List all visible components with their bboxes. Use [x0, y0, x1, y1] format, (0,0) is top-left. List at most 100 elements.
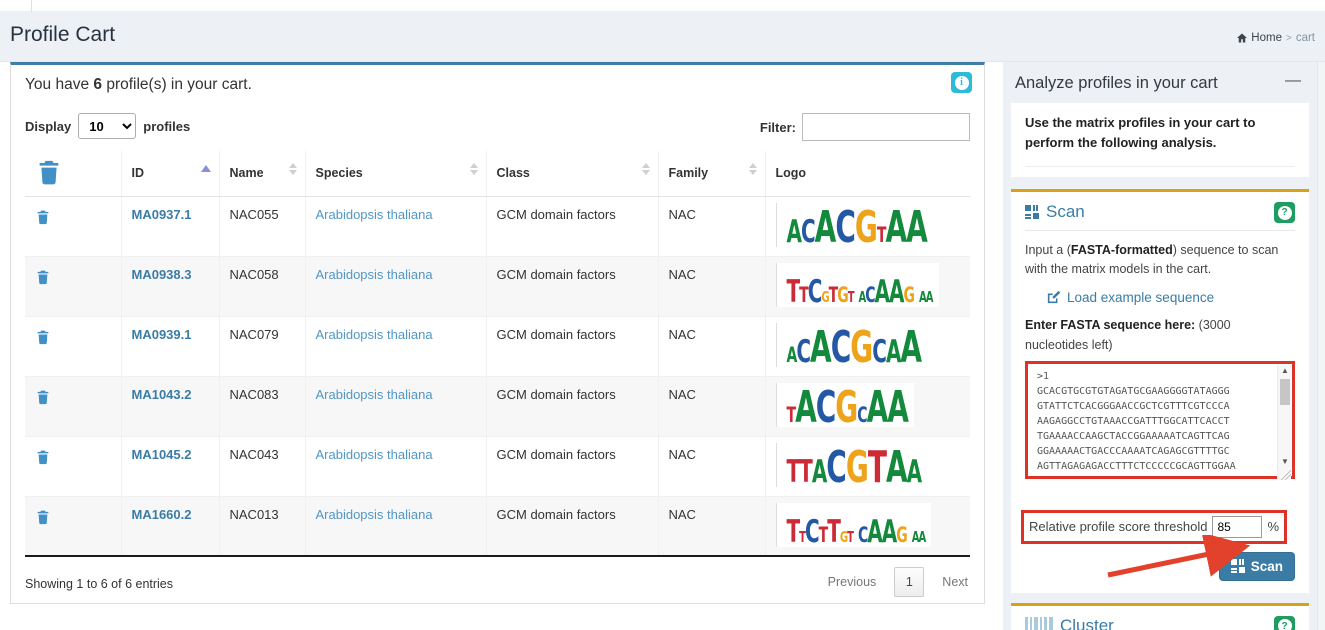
- logo-letter: A: [887, 381, 909, 433]
- sort-icon: [288, 163, 297, 175]
- species-link[interactable]: Arabidopsis thaliana: [315, 386, 433, 402]
- logo-letter: A: [925, 289, 934, 307]
- name-cell: NAC058: [219, 256, 306, 317]
- scroll-thumb[interactable]: [1280, 378, 1290, 405]
- profile-id-link[interactable]: MA1045.2: [131, 446, 192, 462]
- next-page-button[interactable]: Next: [942, 575, 968, 589]
- logo-letter: C: [804, 512, 820, 550]
- filter-input[interactable]: [802, 113, 970, 141]
- header-id[interactable]: ID: [121, 151, 220, 197]
- cluster-help-button[interactable]: ?: [1274, 615, 1295, 630]
- scan-button-grid-icon: [1230, 559, 1245, 574]
- logo-letter: G: [839, 529, 848, 547]
- family-cell: NAC: [658, 256, 766, 317]
- scan-help-button[interactable]: ?: [1274, 202, 1295, 223]
- threshold-input[interactable]: [1212, 515, 1263, 538]
- breadcrumb-home-link[interactable]: Home: [1236, 32, 1282, 44]
- textarea-scrollbar[interactable]: ▲ ▼: [1277, 364, 1291, 480]
- profile-cart-panel: You have 6 profile(s) in your cart. i Di…: [10, 62, 985, 604]
- trash-all-icon[interactable]: [35, 157, 63, 187]
- species-link[interactable]: Arabidopsis thaliana: [315, 326, 433, 342]
- breadcrumb-separator: >: [1285, 32, 1292, 44]
- info-button[interactable]: i: [951, 72, 972, 93]
- species-link[interactable]: Arabidopsis thaliana: [315, 506, 433, 522]
- scroll-down-icon[interactable]: ▼: [1281, 457, 1289, 467]
- logo-letter: A: [900, 321, 922, 373]
- profile-id-link[interactable]: MA0937.1: [131, 206, 192, 222]
- name-cell: NAC083: [219, 376, 306, 437]
- id-cell: MA1045.2: [121, 436, 220, 497]
- breadcrumb-home-label: Home: [1251, 32, 1282, 44]
- species-link[interactable]: Arabidopsis thaliana: [315, 266, 433, 282]
- header-family-label: Family: [668, 166, 709, 181]
- species-link[interactable]: Arabidopsis thaliana: [315, 446, 433, 462]
- logo-letter: A: [918, 529, 926, 547]
- table-row: MA1045.2 NAC043 Arabidopsis thaliana GCM do…: [25, 436, 970, 497]
- resize-handle-icon[interactable]: [1279, 468, 1291, 480]
- cart-summary-suffix: profile(s) in your cart.: [102, 76, 252, 93]
- fasta-textarea[interactable]: >1 GCACGTGCGTGTAGATGCGAAGGGGTATAGGG GTAT…: [1025, 360, 1295, 479]
- species-link[interactable]: Arabidopsis thaliana: [315, 206, 433, 222]
- logo-letter: T: [799, 529, 806, 547]
- header-name[interactable]: Name: [219, 151, 306, 197]
- trash-row-icon[interactable]: [35, 388, 51, 406]
- trash-row-icon[interactable]: [35, 508, 51, 526]
- profiles-table: ID Name Species Class Family Logo MA0937…: [25, 151, 970, 557]
- load-example-sequence-link[interactable]: Load example sequence: [1047, 290, 1295, 305]
- class-cell: GCM domain factors: [486, 436, 659, 497]
- header-family[interactable]: Family: [658, 151, 766, 197]
- family-cell: NAC: [658, 196, 766, 257]
- header-class[interactable]: Class: [486, 151, 659, 197]
- cart-summary: You have 6 profile(s) in your cart.: [25, 76, 252, 94]
- logo-letter: C: [807, 272, 823, 310]
- species-cell: Arabidopsis thaliana: [305, 496, 487, 557]
- profile-id-link[interactable]: MA0938.3: [131, 266, 192, 282]
- breadcrumb-current: cart: [1295, 32, 1315, 44]
- cluster-section: Cluster ?: [1011, 602, 1309, 630]
- filter-label: Filter:: [759, 119, 796, 135]
- trash-row-icon[interactable]: [35, 448, 51, 466]
- collapse-button[interactable]: —: [1285, 72, 1301, 89]
- species-cell: Arabidopsis thaliana: [305, 256, 487, 317]
- profile-id-link[interactable]: MA1043.2: [131, 386, 192, 402]
- scan-button[interactable]: Scan: [1218, 551, 1295, 581]
- delete-cell: [25, 316, 122, 377]
- logo-letter: A: [885, 441, 908, 493]
- logo-letter: T: [799, 282, 809, 308]
- page-scrollbar[interactable]: [1317, 62, 1325, 630]
- class-cell: GCM domain factors: [486, 496, 659, 557]
- header-species[interactable]: Species: [305, 151, 487, 197]
- profile-id-link[interactable]: MA1660.2: [131, 506, 192, 522]
- logo-letter: A: [814, 201, 837, 253]
- question-icon: ?: [1277, 205, 1292, 220]
- logo-letter: A: [867, 512, 883, 550]
- header-name-label: Name: [229, 166, 264, 181]
- header-logo: Logo: [765, 151, 970, 197]
- id-cell: MA0938.3: [121, 256, 220, 317]
- profile-id-link[interactable]: MA0939.1: [131, 326, 192, 342]
- previous-page-button[interactable]: Previous: [827, 575, 877, 589]
- logo-letter: G: [854, 201, 878, 253]
- display-length-select[interactable]: 10: [78, 113, 137, 139]
- display-suffix: profiles: [143, 118, 191, 134]
- trash-row-icon[interactable]: [35, 208, 51, 226]
- logo-letter: T: [786, 452, 801, 490]
- table-row: MA0939.1 NAC079 Arabidopsis thaliana GCM do…: [25, 316, 970, 377]
- page-number-button[interactable]: 1: [894, 567, 925, 597]
- header-delete-all[interactable]: [25, 151, 122, 197]
- logo-letter: A: [811, 452, 828, 490]
- trash-row-icon[interactable]: [35, 328, 51, 346]
- top-bar-divider: [31, 0, 32, 12]
- logo-letter: G: [850, 321, 873, 373]
- trash-row-icon[interactable]: [35, 268, 51, 286]
- sort-asc-icon: [200, 165, 211, 172]
- sort-icon: [641, 163, 650, 175]
- sort-icon: [748, 163, 757, 175]
- scan-title: Scan: [1046, 202, 1085, 221]
- scroll-up-icon[interactable]: ▲: [1281, 366, 1289, 376]
